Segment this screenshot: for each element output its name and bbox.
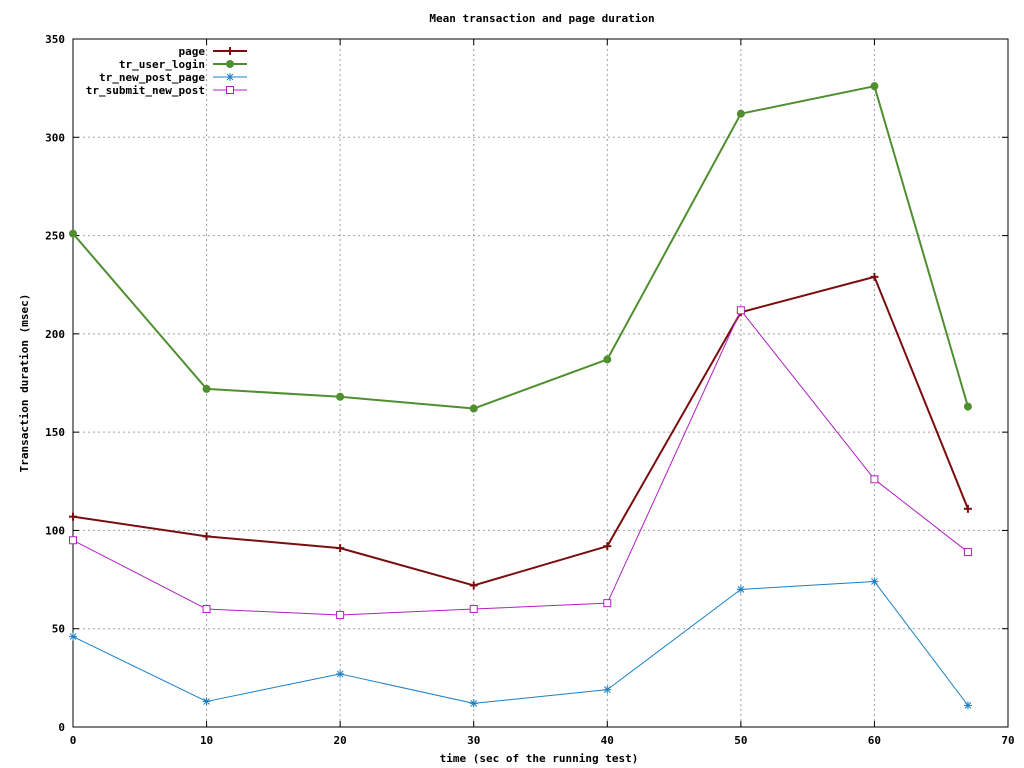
data-point-open-square	[336, 610, 345, 619]
data-point-asterisk	[202, 697, 211, 706]
data-point-plus	[336, 544, 345, 553]
data-point-filled-circle	[336, 392, 345, 401]
x-tick-label: 40	[601, 734, 614, 747]
data-point-plus	[870, 272, 879, 281]
data-point-filled-circle	[226, 60, 234, 68]
data-point-plus	[469, 581, 478, 590]
data-point-asterisk	[226, 73, 234, 81]
data-point-filled-circle	[69, 229, 77, 238]
data-point-asterisk	[69, 632, 77, 641]
y-axis-label: Transaction duration (msec)	[18, 294, 31, 473]
data-point-asterisk	[336, 669, 345, 678]
axis-ticks: 0 50 100 150 200 250 300 350 0 10 20 30 40 50 60 70	[45, 33, 1015, 747]
x-tick-label: 30	[467, 734, 480, 747]
data-point-open-square	[69, 536, 77, 545]
data-point-plus	[226, 47, 234, 55]
series-line	[72, 275, 969, 587]
data-point-filled-circle	[870, 82, 879, 91]
data-point-filled-circle	[202, 384, 211, 393]
y-tick-label: 100	[45, 524, 65, 537]
series-tr_submit_new_post	[69, 306, 972, 619]
data-point-open-square	[963, 548, 972, 557]
y-tick-label: 150	[45, 426, 65, 439]
data-point-asterisk	[736, 585, 745, 594]
data-point-asterisk	[963, 701, 972, 710]
series-line	[72, 85, 969, 410]
data-point-plus	[69, 512, 77, 521]
legend-label: page	[179, 45, 206, 58]
y-tick-label: 300	[45, 131, 65, 144]
data-point-filled-circle	[736, 109, 745, 118]
data-point-open-square	[603, 599, 612, 608]
data-point-asterisk	[469, 699, 478, 708]
x-tick-label: 10	[200, 734, 213, 747]
legend-item: tr_new_post_page	[99, 71, 247, 84]
series-tr_user_login	[69, 82, 972, 413]
data-point-asterisk	[603, 685, 612, 694]
legend-item: tr_submit_new_post	[86, 84, 247, 97]
series-tr_new_post_page	[69, 577, 972, 710]
y-tick-label: 50	[52, 623, 65, 636]
data-point-open-square	[202, 605, 211, 614]
legend-item: page	[179, 45, 247, 58]
data-point-plus	[202, 532, 211, 541]
x-tick-label: 50	[734, 734, 747, 747]
y-tick-label: 350	[45, 33, 65, 46]
data-point-plus	[603, 542, 612, 551]
data-point-open-square	[469, 605, 478, 614]
x-axis-label: time (sec of the running test)	[440, 752, 639, 765]
legend: pagetr_user_logintr_new_post_pagetr_subm…	[86, 45, 247, 97]
y-tick-label: 0	[58, 721, 65, 734]
data-point-filled-circle	[963, 402, 972, 411]
data-point-filled-circle	[603, 355, 612, 364]
chart-title: Mean transaction and page duration	[429, 12, 654, 25]
series-line	[72, 309, 969, 616]
legend-label: tr_submit_new_post	[86, 84, 205, 97]
legend-label: tr_new_post_page	[99, 71, 205, 84]
data-point-open-square	[870, 475, 879, 484]
x-tick-label: 0	[70, 734, 77, 747]
data-point-filled-circle	[469, 404, 478, 413]
x-tick-label: 70	[1001, 734, 1014, 747]
data-point-open-square	[226, 86, 234, 94]
data-point-asterisk	[870, 577, 879, 586]
plot-frame	[72, 38, 1009, 728]
data-point-open-square	[736, 306, 745, 315]
grid	[73, 39, 1008, 727]
data-point-plus	[963, 504, 972, 513]
series-layer	[69, 82, 972, 710]
series-line	[72, 581, 969, 706]
legend-label: tr_user_login	[119, 58, 205, 71]
x-tick-label: 20	[334, 734, 347, 747]
x-tick-label: 60	[868, 734, 881, 747]
y-tick-label: 250	[45, 230, 65, 243]
y-tick-label: 200	[45, 328, 65, 341]
legend-item: tr_user_login	[119, 58, 247, 71]
